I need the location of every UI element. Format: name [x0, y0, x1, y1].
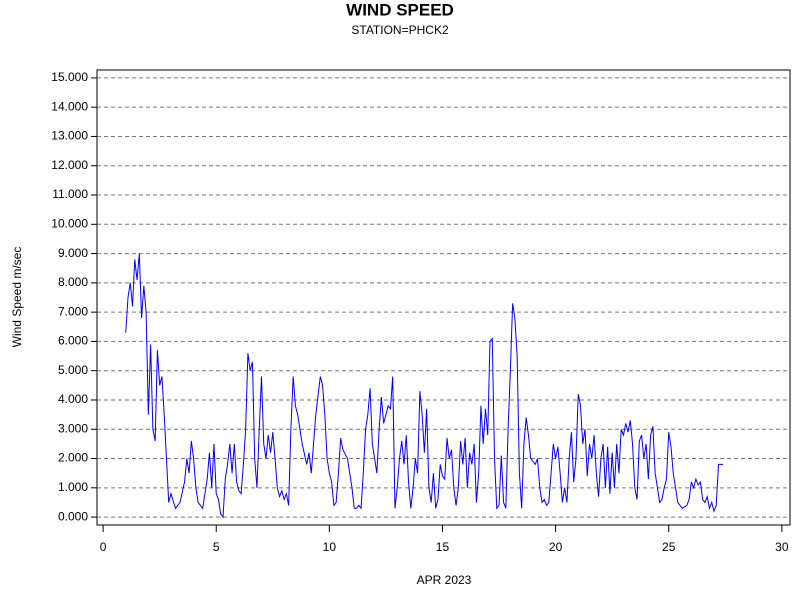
y-tick-label: 10.000 [51, 216, 88, 230]
y-tick-label: 1.000 [58, 480, 88, 494]
y-tick-label: 9.000 [58, 246, 88, 260]
x-tick-label: 30 [775, 540, 789, 554]
y-tick-label: 3.000 [58, 421, 88, 435]
y-tick-label: 4.000 [58, 392, 88, 406]
x-tick-label: 20 [549, 540, 563, 554]
chart-title: WIND SPEED [346, 0, 454, 19]
x-tick-label: 5 [213, 540, 220, 554]
y-tick-label: 0.000 [58, 509, 88, 523]
y-tick-label: 6.000 [58, 334, 88, 348]
chart-subtitle: STATION=PHCK2 [351, 23, 449, 37]
y-tick-label: 13.000 [51, 129, 88, 143]
y-tick-label: 12.000 [51, 158, 88, 172]
wind-speed-line [125, 253, 724, 519]
x-tick-label: 15 [436, 540, 450, 554]
y-tick-label: 14.000 [51, 99, 88, 113]
y-tick-label: 7.000 [58, 304, 88, 318]
y-tick-label: 2.000 [58, 451, 88, 465]
x-axis-label: APR 2023 [417, 573, 472, 587]
x-tick-label: 0 [100, 540, 107, 554]
y-tick-label: 8.000 [58, 275, 88, 289]
y-tick-label: 11.000 [52, 187, 88, 201]
x-tick-label: 10 [323, 540, 337, 554]
y-axis-label: Wind Speed m/sec [10, 247, 24, 348]
y-tick-label: 5.000 [58, 363, 88, 377]
plot-frame [96, 69, 791, 526]
x-tick-label: 25 [662, 540, 676, 554]
y-tick-label: 15.000 [51, 70, 88, 84]
